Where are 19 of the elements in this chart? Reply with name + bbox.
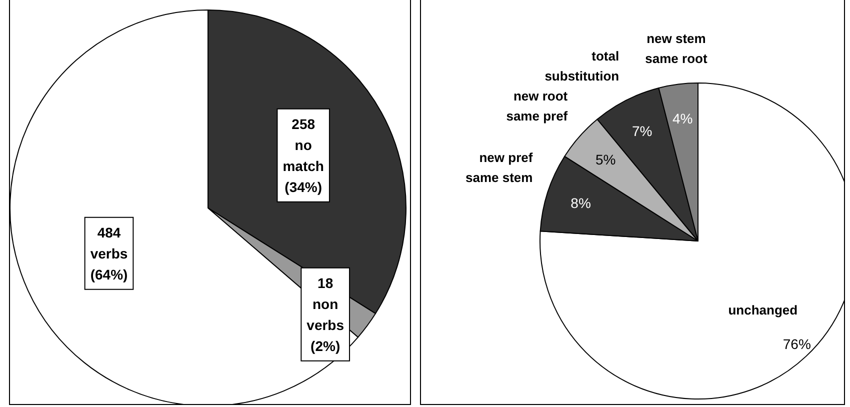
text: (2%) — [310, 338, 340, 354]
slice-label: new stem same root — [645, 31, 708, 66]
text: (34%) — [284, 178, 322, 195]
data-label: 258 — [292, 116, 316, 132]
data-label: 484 — [97, 224, 121, 240]
slice-label: new root same pref — [506, 88, 568, 124]
data-label: 18 — [318, 274, 334, 291]
data-label: 76% — [782, 336, 811, 352]
data-label: 4% — [672, 110, 693, 127]
data-label: 7% — [632, 123, 652, 140]
slice-label: new pref same stem — [465, 150, 534, 185]
slice-label: total substitution — [544, 48, 620, 84]
data-label: 5% — [595, 152, 616, 168]
slice-label: unchanged — [728, 302, 798, 318]
text: (64%) — [90, 266, 128, 282]
slice-label: no match — [282, 136, 324, 174]
slice-label: non verbs — [306, 296, 344, 333]
data-label: 8% — [570, 194, 591, 211]
slice-label: verbs — [90, 245, 128, 262]
